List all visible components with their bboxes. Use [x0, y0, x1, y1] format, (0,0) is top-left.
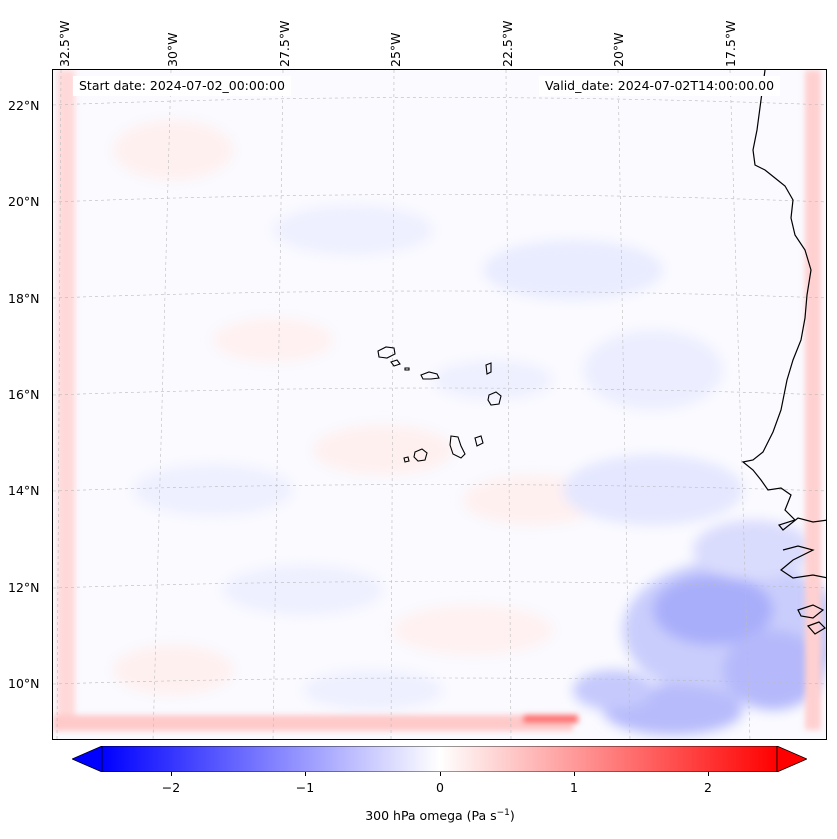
omega-field-map: [53, 70, 826, 739]
cape-verde-islands: [377, 346, 502, 463]
boundary-strips: [53, 70, 821, 731]
lat-label-22n: 22°N: [8, 98, 40, 113]
island-sal: [485, 362, 492, 375]
colorbar-min-extend: [72, 746, 103, 772]
colorbar-gradient: [101, 746, 778, 772]
colorbar-tickmark-4: [708, 772, 709, 776]
map-panel: [52, 69, 827, 740]
island-santa-luzia: [404, 367, 410, 371]
island-sao-vicente: [390, 359, 401, 367]
lon-label-30w: 30°W: [165, 32, 180, 67]
lat-label-12n: 12°N: [8, 580, 40, 595]
lon-label-22-5w: 22.5°W: [500, 20, 515, 67]
graticule: [53, 70, 826, 739]
island-santo-antao: [377, 346, 396, 359]
omega-ascent-region: [573, 520, 826, 735]
island-sao-nicolau: [420, 371, 440, 380]
lon-label-27-5w: 27.5°W: [277, 20, 292, 67]
colorbar-title-exponent: −1: [496, 808, 510, 818]
omega-weak-patches: [113, 120, 743, 710]
colorbar-tickmark-3: [574, 772, 575, 776]
colorbar-tick-label: −2: [161, 780, 181, 795]
colorbar-tick-label: −1: [295, 780, 315, 795]
africa-coastline: [741, 70, 826, 635]
valid-date-label: Valid_date: 2024-07-02T14:00:00.00: [539, 76, 781, 96]
start-date-label: Start date: 2024-07-02_00:00:00: [73, 76, 291, 96]
island-boa-vista: [487, 391, 502, 406]
colorbar-tick-label: 1: [570, 780, 578, 795]
island-maio: [474, 435, 484, 447]
lon-label-17-5w: 17.5°W: [723, 20, 738, 67]
colorbar-max-extend: [776, 746, 807, 772]
lat-label-16n: 16°N: [8, 387, 40, 402]
colorbar-tickmark-0: [171, 772, 172, 776]
lat-label-10n: 10°N: [8, 676, 40, 691]
island-santiago: [449, 435, 466, 459]
island-brava: [403, 456, 410, 463]
colorbar: [72, 746, 807, 772]
colorbar-tick-label: 2: [704, 780, 712, 795]
lat-label-14n: 14°N: [8, 483, 40, 498]
lat-label-18n: 18°N: [8, 291, 40, 306]
colorbar-tick-label: 0: [436, 780, 444, 795]
lon-label-32-5w: 32.5°W: [57, 20, 72, 67]
colorbar-title-text: 300 hPa omega (Pa s: [365, 808, 497, 824]
colorbar-tickmark-2: [440, 772, 441, 776]
colorbar-title-close: ): [509, 808, 515, 824]
colorbar-tickmark-1: [305, 772, 306, 776]
lon-label-25w: 25°W: [388, 32, 403, 67]
lat-label-20n: 20°N: [8, 194, 40, 209]
lon-label-20w: 20°W: [611, 32, 626, 67]
island-fogo: [413, 448, 428, 462]
colorbar-title: 300 hPa omega (Pa s−1): [0, 808, 837, 823]
